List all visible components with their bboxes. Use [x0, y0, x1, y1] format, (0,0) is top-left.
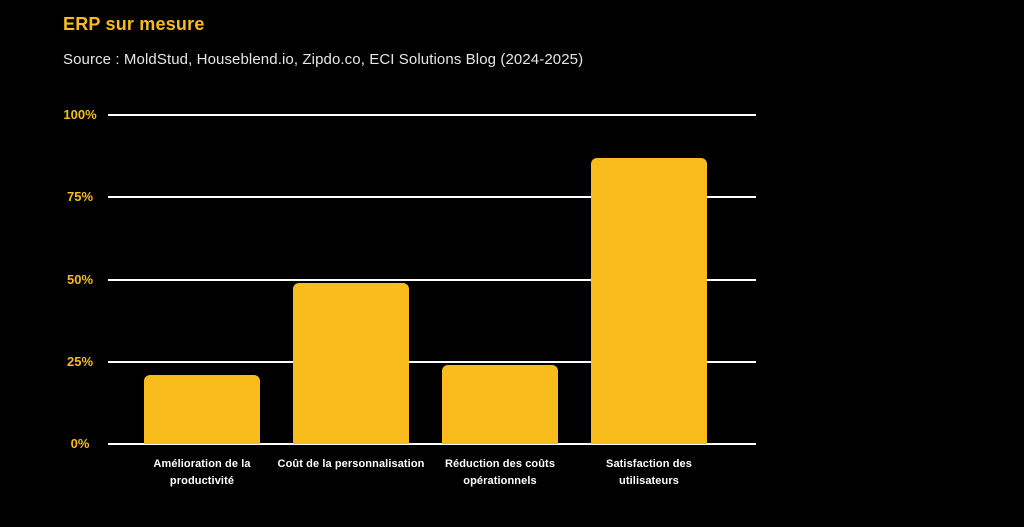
bar [442, 365, 558, 444]
x-category-label: Satisfaction des utilisateurs [606, 458, 692, 487]
y-axis-tick-label: 75% [66, 189, 94, 205]
bar [293, 282, 409, 444]
x-category-label: Amélioration de la productivité [153, 458, 251, 487]
y-axis-tick-label: 100% [63, 107, 97, 122]
y-axis-tick-label: 25% [66, 353, 94, 369]
x-category-label: Coût de la personnalisation [277, 458, 425, 470]
x-category-label: Réduction des coûts opérationnels [444, 458, 556, 487]
gridline [108, 278, 756, 281]
chart-title: ERP sur mesure [63, 14, 205, 34]
gridline [108, 196, 756, 199]
bar [591, 157, 707, 444]
plot-area: 0% 25% 50% 75% 100% Amélioration de la product… [63, 107, 756, 487]
gridline [108, 443, 756, 445]
chart-source: Source : MoldStud, Houseblend.io, Zipdo.… [63, 51, 584, 68]
bar [144, 374, 260, 444]
gridline [108, 360, 756, 363]
y-axis-tick-label: 0% [70, 436, 90, 451]
y-axis-tick-label: 50% [66, 271, 94, 287]
gridline [108, 114, 756, 116]
